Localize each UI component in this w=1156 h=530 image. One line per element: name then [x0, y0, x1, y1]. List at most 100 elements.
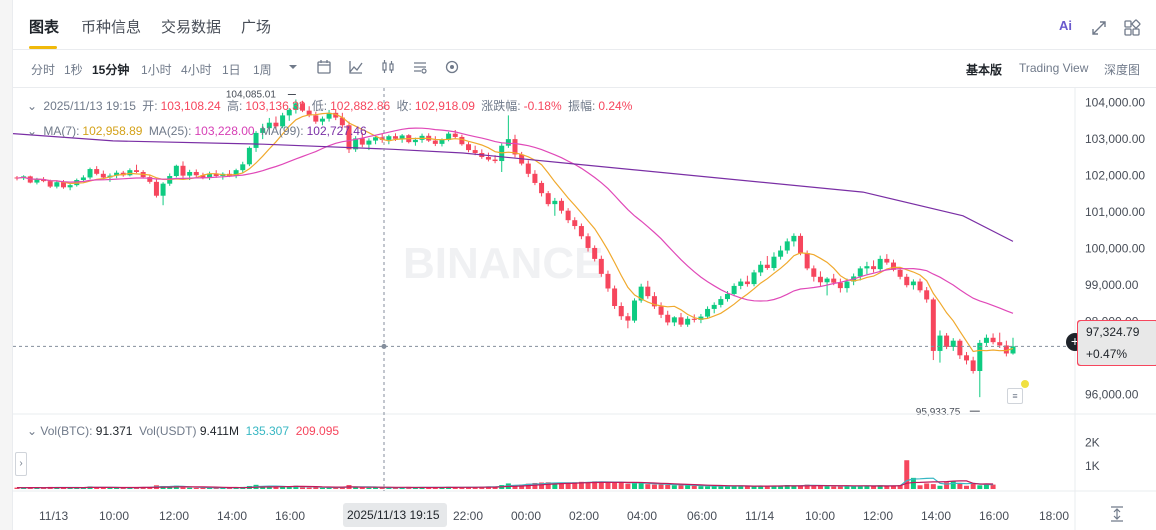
volume-bar: [386, 487, 392, 489]
tab-trading-data[interactable]: 交易数据: [161, 19, 222, 36]
tab-coin-info[interactable]: 币种信息: [81, 19, 142, 36]
candle-body: [751, 272, 757, 285]
chevron-down-icon[interactable]: [285, 59, 301, 75]
volume-bar: [373, 487, 379, 489]
volume-bar: [280, 486, 286, 489]
collapse-chevron-icon[interactable]: ⌄: [27, 99, 38, 113]
volume-bar: [572, 482, 578, 489]
notes-icon[interactable]: ≡: [1007, 388, 1023, 404]
candle-body: [134, 170, 140, 172]
candle-body: [392, 136, 398, 139]
open-value: 103,108.24: [160, 99, 221, 113]
chart-panel: 图表 币种信息 交易数据 广场 Ai 分时 1秒 15分钟 1小时 4小时 1日…: [12, 0, 1156, 530]
candle-body: [844, 281, 850, 289]
candle-body: [153, 181, 159, 196]
volume-bar: [612, 482, 618, 489]
indicator-icon[interactable]: [348, 59, 364, 75]
collapse-chevron-icon[interactable]: ⌄: [27, 124, 38, 138]
vol-usdt-label: Vol(USDT): [139, 424, 197, 438]
axes-group: 104,000.00 103,000.00 102,000.00 101,000.00…: [13, 88, 1156, 530]
volume-bar: [897, 485, 903, 489]
candle-body: [983, 337, 989, 343]
close-label: 收:: [396, 99, 412, 113]
candle-body: [758, 264, 764, 273]
crosshair-time-label: 2025/11/13 19:15: [343, 503, 447, 527]
candle-body: [917, 281, 923, 291]
volume-bar: [804, 484, 810, 489]
candle-body: [240, 164, 246, 171]
candle-body: [572, 220, 578, 227]
volume-bar: [937, 485, 943, 489]
candle-body: [970, 360, 976, 372]
candle-body: [114, 172, 120, 176]
volume-bar: [134, 487, 140, 489]
change-label: 涨跌幅:: [481, 99, 521, 113]
expand-icon[interactable]: [1091, 20, 1107, 36]
ai-icon[interactable]: Ai: [1059, 18, 1072, 33]
volume-bar: [193, 487, 199, 489]
tab-chart[interactable]: 图表: [29, 19, 60, 36]
expand-side-panel-icon[interactable]: ›: [15, 452, 27, 476]
ma99-value: 102,727.46: [306, 124, 367, 138]
candle-body: [930, 299, 936, 351]
interval-1s[interactable]: 1秒: [64, 63, 83, 77]
volume-bar: [399, 487, 405, 489]
volume-bar: [286, 486, 292, 489]
candle-body: [412, 139, 418, 143]
view-depth[interactable]: 深度图: [1104, 63, 1141, 77]
candle-body: [54, 182, 60, 187]
volume-bar: [300, 487, 306, 489]
x-tick-label: 10:00: [805, 509, 835, 523]
candle-body: [871, 266, 877, 270]
candle-body: [804, 253, 810, 269]
candle-body: [545, 193, 551, 205]
ma7-label: MA(7):: [43, 124, 80, 138]
candle-body: [160, 183, 166, 196]
candle-body: [147, 177, 153, 182]
gear-icon[interactable]: [444, 59, 460, 75]
candle-body: [266, 122, 272, 129]
view-basic[interactable]: 基本版: [966, 63, 1003, 77]
volume-bar: [565, 483, 571, 489]
volume-bar: [180, 487, 186, 489]
volume-bar: [977, 485, 983, 489]
volume-bar: [764, 486, 770, 489]
volume-bar: [718, 485, 724, 489]
tab-square[interactable]: 广场: [241, 19, 272, 36]
candle-style-icon[interactable]: [380, 59, 396, 75]
volume-bar: [731, 485, 737, 489]
x-tick-label: 06:00: [687, 509, 717, 523]
x-tick-label: 18:00: [1039, 509, 1069, 523]
interval-1d[interactable]: 1日: [222, 63, 241, 77]
volume-bar: [452, 487, 458, 489]
active-tab-indicator: [29, 46, 57, 49]
interval-1h[interactable]: 1小时: [141, 63, 172, 77]
y-tick-label: 104,000.00: [1085, 96, 1145, 110]
interval-4h[interactable]: 4小时: [181, 63, 212, 77]
layout-grid-icon[interactable]: [1123, 19, 1141, 37]
max-price-label: 104,085.01: [226, 90, 276, 101]
volume-bar: [791, 485, 797, 489]
interval-1w[interactable]: 1周: [253, 63, 272, 77]
current-price: 97,324.79: [1086, 325, 1140, 339]
candle-body: [937, 335, 943, 351]
view-tradingview[interactable]: Trading View: [1019, 61, 1089, 75]
calendar-icon[interactable]: [316, 59, 332, 75]
volume-bar: [326, 487, 332, 489]
volume-bar: [645, 484, 651, 489]
axis-scale-icon[interactable]: [1109, 505, 1125, 523]
candle-body: [837, 282, 843, 289]
volume-bar: [884, 486, 890, 489]
settings-list-icon[interactable]: [412, 59, 428, 75]
tab-bar: 图表 币种信息 交易数据 广场 Ai: [13, 0, 1156, 50]
candle-body: [771, 256, 777, 269]
candle-body: [313, 115, 319, 122]
amplitude-label: 振幅:: [568, 99, 596, 113]
collapse-chevron-icon[interactable]: ⌄: [27, 424, 38, 438]
interval-15m[interactable]: 15分钟: [92, 63, 130, 77]
interval-time[interactable]: 分时: [31, 63, 56, 77]
volume-bar: [366, 487, 372, 489]
low-value: 102,882.86: [330, 99, 391, 113]
x-tick-label: 12:00: [863, 509, 893, 523]
